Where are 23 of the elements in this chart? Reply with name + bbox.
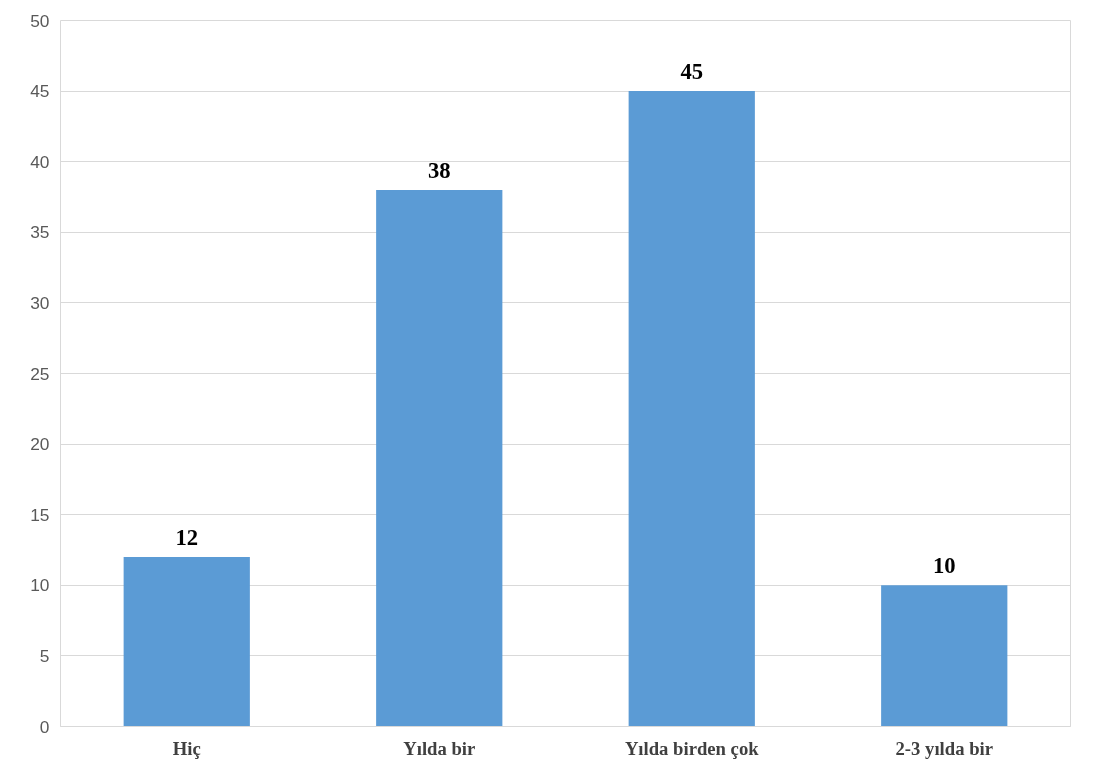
y-tick-label: 0 [39, 716, 50, 737]
data-label: 38 [427, 157, 451, 183]
bar [123, 557, 250, 727]
data-label: 10 [932, 553, 956, 579]
y-tick-label: 5 [39, 645, 50, 666]
x-tick-label: Yılda bir [403, 737, 476, 759]
x-tick-label: Hiç [172, 737, 201, 759]
y-tick-label: 40 [30, 151, 50, 172]
y-tick-label: 25 [30, 363, 50, 384]
data-label: 45 [680, 59, 704, 85]
y-tick-label: 30 [30, 292, 50, 313]
x-tick-label: Yılda birden çok [624, 737, 760, 759]
y-tick-label: 20 [30, 434, 50, 455]
x-tick-label: 2-3 yılda bir [895, 737, 993, 759]
data-label: 12 [175, 525, 199, 551]
bar [376, 189, 503, 727]
bar [628, 91, 755, 727]
y-tick-label: 45 [30, 81, 50, 102]
y-tick-label: 50 [30, 10, 50, 31]
y-tick-label: 35 [30, 222, 50, 243]
y-tick-label: 15 [30, 504, 50, 525]
bar [881, 585, 1008, 727]
y-tick-label: 10 [30, 575, 50, 596]
